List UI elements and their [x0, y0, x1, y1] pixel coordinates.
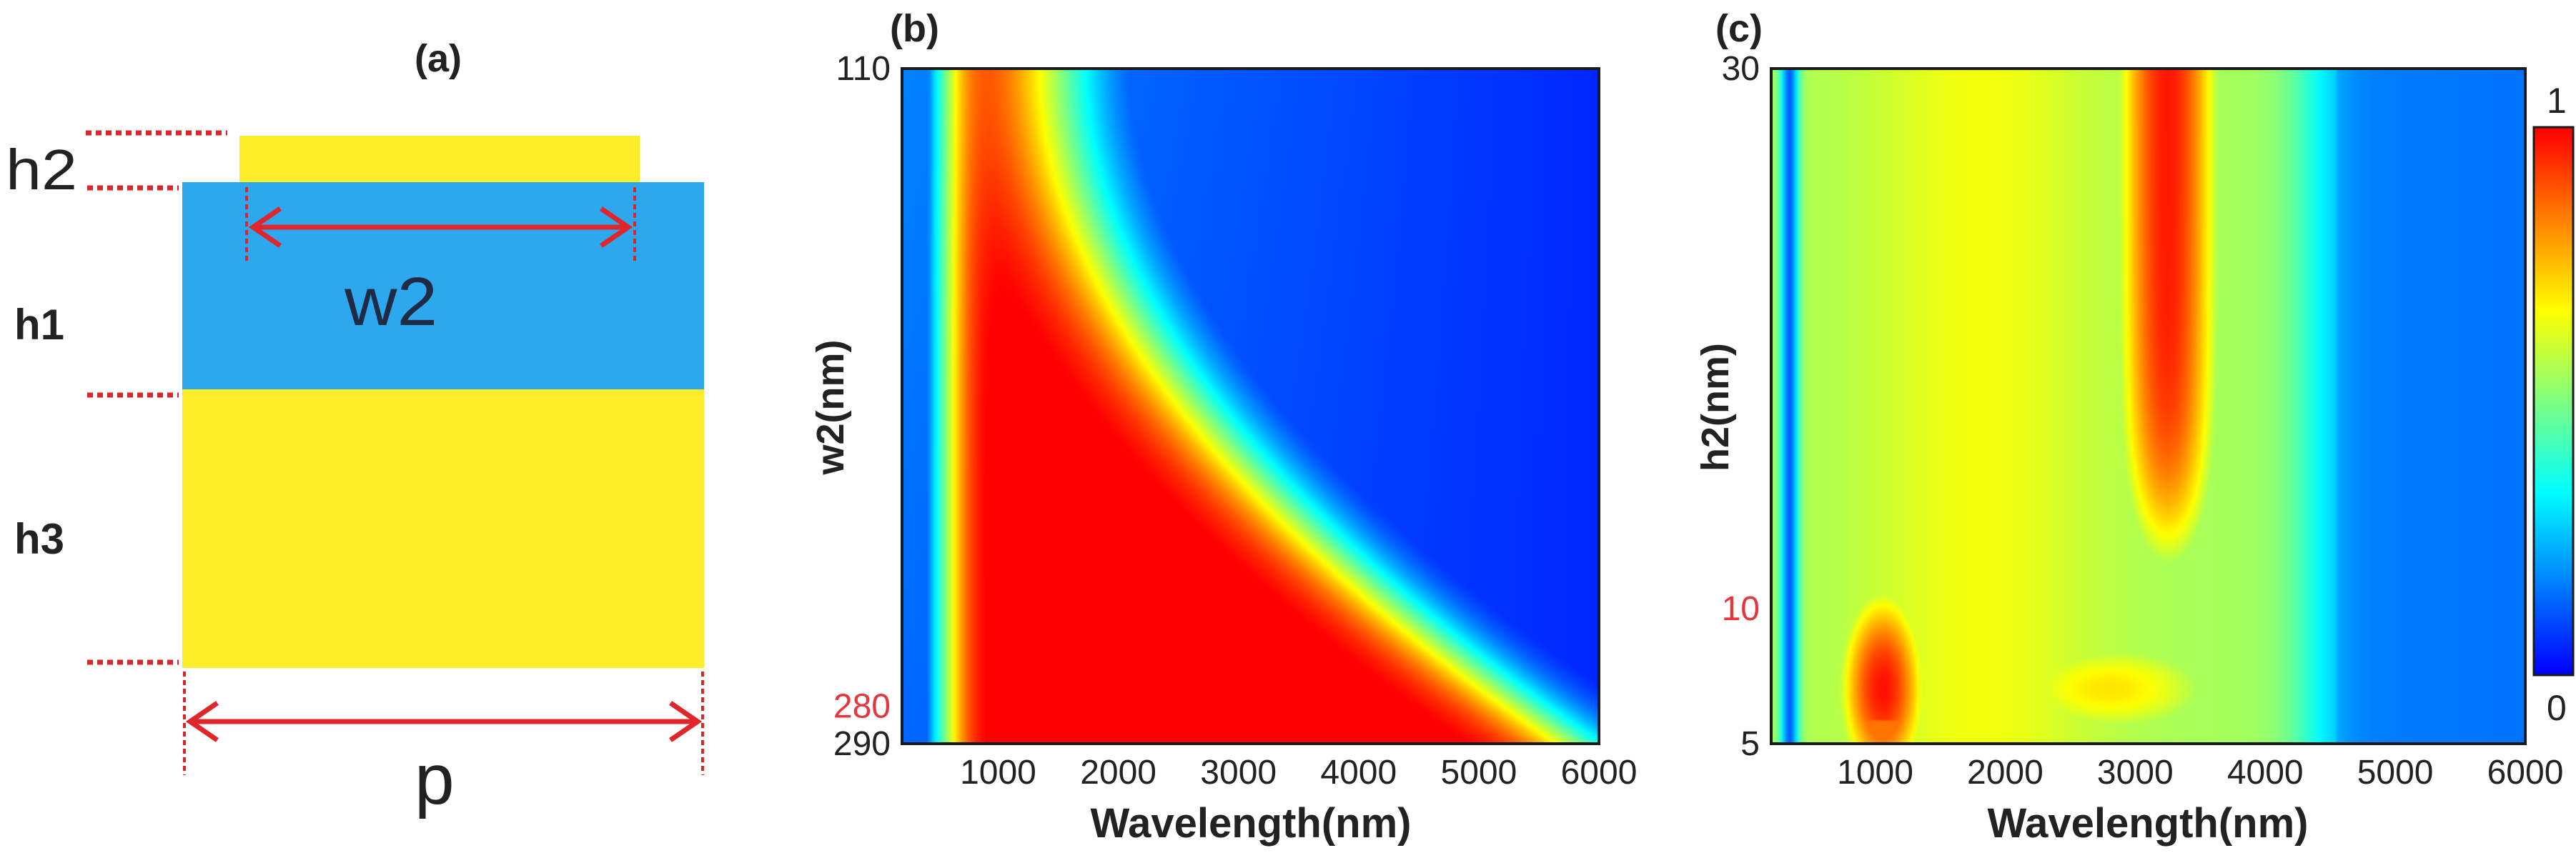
label-h3: h3 [14, 515, 64, 563]
panel-a-label: (a) [415, 37, 462, 80]
panel-b-xtick-1000: 1000 [960, 754, 1036, 792]
top-gold-strip [239, 136, 640, 182]
panel-c-xtick-6000: 6000 [2487, 754, 2564, 792]
middle-blue-layer [182, 182, 704, 389]
panel-a-schematic: (a) h2 h1 h3 w2 p [6, 37, 704, 819]
panel-c-label: (c) [1715, 7, 1763, 50]
panel-b-xtick-5000: 5000 [1441, 754, 1517, 792]
colorbar [2534, 127, 2573, 675]
panel-b-xtick-2000: 2000 [1080, 754, 1156, 792]
panel-c-ytick-30: 30 [1722, 50, 1760, 88]
panel-c-ytick-5: 5 [1740, 725, 1760, 763]
colorbar-frame [2532, 126, 2575, 677]
panel-c-xtick-3000: 3000 [2097, 754, 2174, 792]
label-h2: h2 [6, 138, 77, 201]
label-p: p [415, 739, 455, 819]
panel-b-label: (b) [890, 7, 939, 50]
heatmap-b-frame [901, 67, 1600, 745]
panel-b-xlabel: Wavelength(nm) [1091, 800, 1412, 847]
panel-c-xlabel: Wavelength(nm) [1988, 800, 2309, 847]
panel-b-ylabel: w2(nm) [809, 340, 852, 476]
w2-arrow [248, 206, 633, 248]
label-h1: h1 [14, 301, 64, 349]
panel-c-xtick-5000: 5000 [2357, 754, 2434, 792]
panel-c-xtick-1000: 1000 [1837, 754, 1913, 792]
panel-c-ytick-10: 10 [1722, 590, 1760, 628]
panel-c-ylabel: h2(nm) [1694, 343, 1737, 472]
panel-b-xtick-3000: 3000 [1200, 754, 1277, 792]
panel-c-xtick-2000: 2000 [1967, 754, 2044, 792]
panel-b-ytick-290: 290 [833, 725, 891, 763]
p-arrow [185, 701, 703, 742]
colorbar-label-top: 1 [2547, 81, 2567, 121]
label-w2: w2 [344, 264, 437, 340]
bottom-gold-layer [182, 389, 704, 668]
heatmap-c [1771, 69, 2525, 744]
heatmap-c-frame [1770, 67, 2527, 745]
panel-c-xtick-4000: 4000 [2227, 754, 2304, 792]
panel-b-xtick-4000: 4000 [1320, 754, 1397, 792]
heatmap-b [902, 69, 1599, 744]
panel-b-xtick-6000: 6000 [1561, 754, 1638, 792]
colorbar-label-bottom: 0 [2547, 688, 2567, 728]
panel-b-ytick-280: 280 [833, 688, 891, 726]
panel-b-ytick-110: 110 [836, 50, 891, 88]
